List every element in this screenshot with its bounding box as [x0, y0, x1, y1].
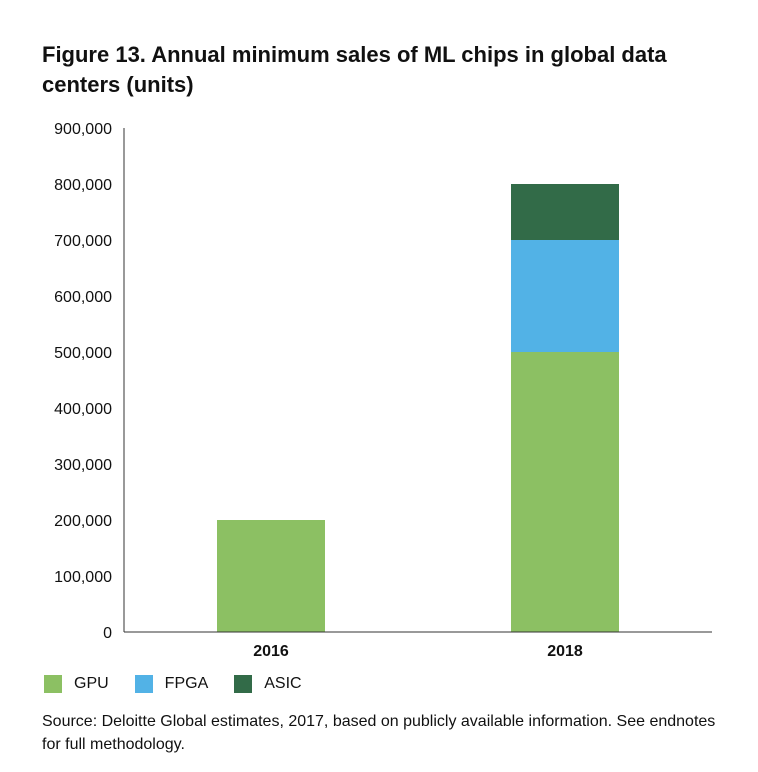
y-tick-label: 200,000	[54, 513, 112, 530]
bar-asic-2018	[511, 184, 619, 240]
y-tick-label: 700,000	[54, 233, 112, 250]
y-tick-label: 900,000	[54, 121, 112, 138]
legend-item-fpga: FPGA	[134, 675, 209, 693]
y-tick-label: 800,000	[54, 177, 112, 194]
bars	[217, 184, 619, 632]
y-axis-ticks: 0 100,000 200,000 300,000 400,000 500,000 600,…	[54, 121, 112, 642]
y-tick-label: 400,000	[54, 401, 112, 418]
y-tick-label: 300,000	[54, 457, 112, 474]
legend-item-gpu: GPU	[44, 675, 109, 693]
x-category-label: 2016	[253, 643, 289, 660]
bar-gpu-2018	[511, 352, 619, 632]
chart-title: Figure 13. Annual minimum sales of ML ch…	[42, 42, 667, 97]
legend-label-gpu: GPU	[74, 675, 109, 692]
y-tick-label: 0	[103, 625, 112, 642]
legend-swatch-fpga	[134, 675, 153, 693]
stacked-bar-chart: 0 100,000 200,000 300,000 400,000 500,000 600,…	[54, 121, 712, 660]
bar-fpga-2018	[511, 240, 619, 352]
legend-label-fpga: FPGA	[164, 675, 209, 692]
source-note: Source: Deloitte Global estimates, 2017,…	[42, 713, 716, 753]
x-category-label: 2018	[547, 643, 583, 660]
legend: GPU FPGA ASIC	[44, 675, 328, 693]
legend-swatch-gpu	[44, 675, 62, 693]
x-axis-labels: 2016 2018	[253, 643, 583, 660]
y-tick-label: 600,000	[54, 289, 112, 306]
legend-label-asic: ASIC	[264, 675, 302, 692]
legend-item-asic: ASIC	[234, 675, 302, 693]
y-tick-label: 500,000	[54, 345, 112, 362]
legend-swatch-asic	[234, 675, 253, 693]
y-tick-label: 100,000	[54, 569, 112, 586]
bar-gpu-2016	[217, 520, 325, 632]
